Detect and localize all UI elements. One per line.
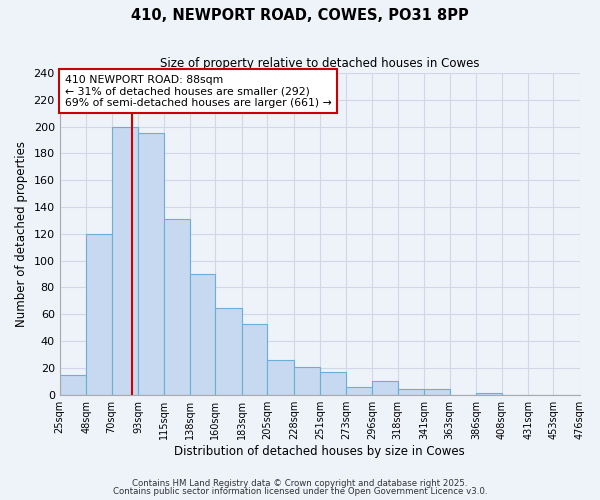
Text: Contains public sector information licensed under the Open Government Licence v3: Contains public sector information licen…: [113, 487, 487, 496]
Bar: [346, 386, 373, 394]
Bar: [242, 324, 268, 394]
Bar: [424, 390, 449, 394]
X-axis label: Distribution of detached houses by size in Cowes: Distribution of detached houses by size …: [175, 444, 465, 458]
Bar: [59, 374, 86, 394]
Bar: [294, 366, 320, 394]
Text: Contains HM Land Registry data © Crown copyright and database right 2025.: Contains HM Land Registry data © Crown c…: [132, 478, 468, 488]
Bar: [138, 134, 164, 394]
Bar: [373, 382, 398, 394]
Bar: [268, 360, 294, 394]
Y-axis label: Number of detached properties: Number of detached properties: [15, 141, 28, 327]
Bar: [86, 234, 112, 394]
Bar: [164, 219, 190, 394]
Bar: [398, 390, 424, 394]
Bar: [190, 274, 215, 394]
Text: 410 NEWPORT ROAD: 88sqm
← 31% of detached houses are smaller (292)
69% of semi-d: 410 NEWPORT ROAD: 88sqm ← 31% of detache…: [65, 74, 332, 108]
Bar: [320, 372, 346, 394]
Title: Size of property relative to detached houses in Cowes: Size of property relative to detached ho…: [160, 58, 479, 70]
Bar: [112, 126, 138, 394]
Text: 410, NEWPORT ROAD, COWES, PO31 8PP: 410, NEWPORT ROAD, COWES, PO31 8PP: [131, 8, 469, 22]
Bar: [215, 308, 242, 394]
